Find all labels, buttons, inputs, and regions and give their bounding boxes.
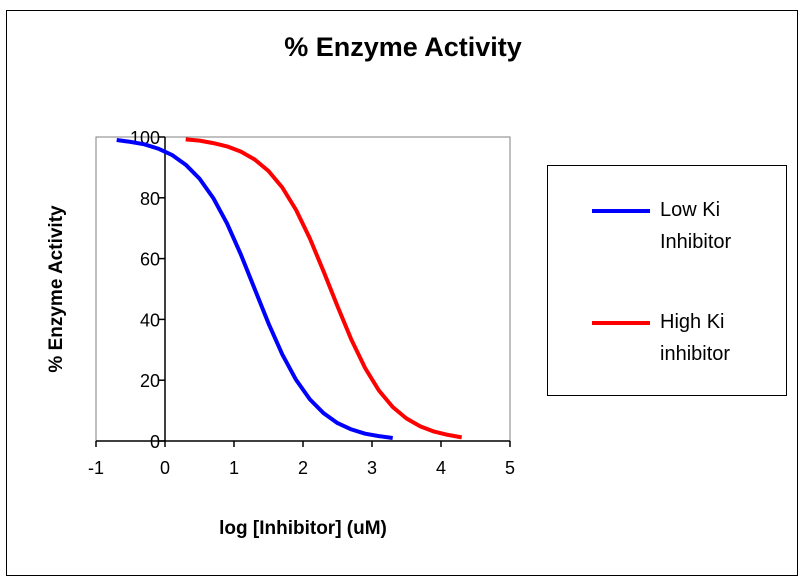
plot-area <box>95 136 511 442</box>
chart-frame <box>6 10 798 576</box>
y-tick-label: 60 <box>140 250 160 270</box>
legend-label-line: Inhibitor <box>660 231 732 253</box>
legend-item-low-ki: Low Ki Inhibitor <box>592 198 731 258</box>
legend: Low Ki Inhibitor High Ki inhibitor <box>547 165 787 396</box>
legend-label-line: inhibitor <box>660 343 731 365</box>
legend-label-line: Low Ki <box>660 199 721 221</box>
y-tick-label: 40 <box>140 310 160 330</box>
x-tick-label: 5 <box>505 458 515 478</box>
x-tick-label: -1 <box>88 458 104 478</box>
x-tick-label: 3 <box>367 458 377 478</box>
legend-label-line: High Ki <box>660 311 725 333</box>
x-tick-label: 0 <box>160 458 170 478</box>
y-axis-label: % Enzyme Activity <box>46 205 67 373</box>
legend-swatch-high-ki <box>592 321 650 325</box>
x-tick-label: 2 <box>298 458 308 478</box>
legend-swatch-low-ki <box>592 209 650 213</box>
y-tick-label: 80 <box>140 189 160 209</box>
x-tick-label: 1 <box>229 458 239 478</box>
chart-title: % Enzyme Activity <box>284 32 522 62</box>
legend-item-high-ki: High Ki inhibitor <box>592 310 730 370</box>
x-axis-label: log [Inhibitor] (uM) <box>219 518 387 539</box>
x-tick-label: 4 <box>436 458 446 478</box>
y-tick-label: 20 <box>140 371 160 391</box>
y-tick-label: 0 <box>150 432 160 452</box>
